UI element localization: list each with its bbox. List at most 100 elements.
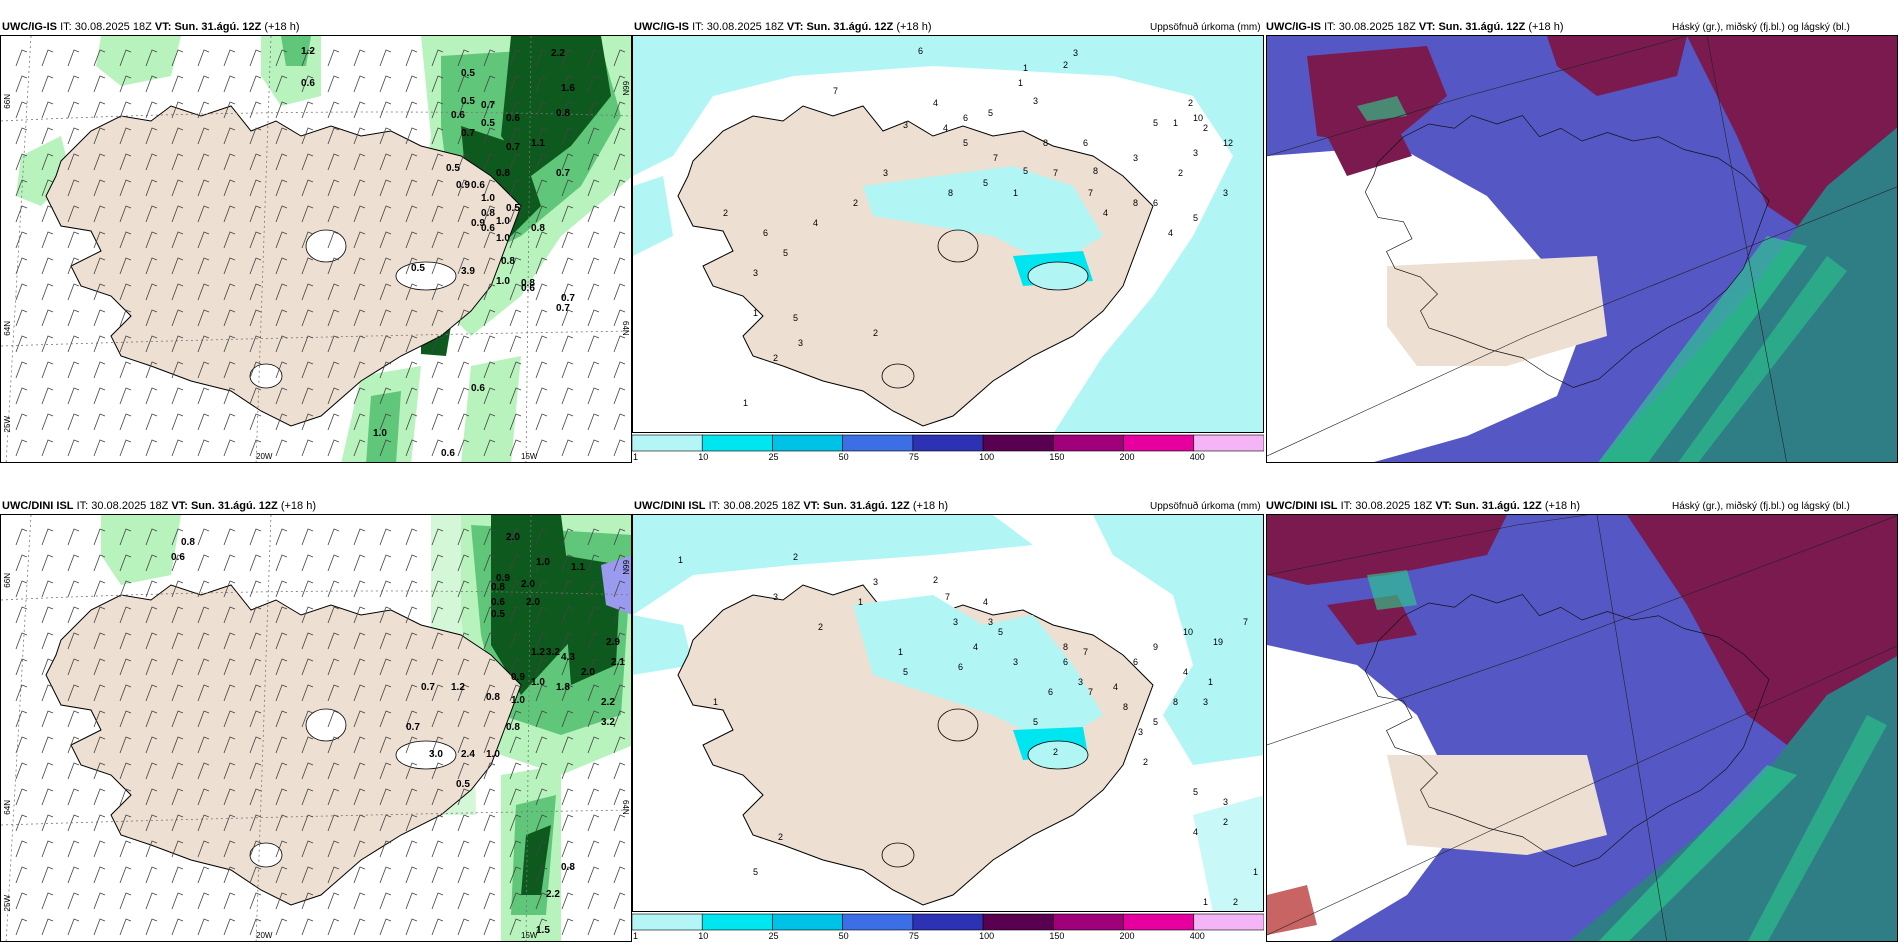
wind-barb: [223, 179, 236, 197]
wind-barb: [327, 554, 340, 572]
wind-barb: [223, 361, 236, 379]
wind-barb: [119, 606, 132, 624]
wind-barb: [587, 554, 600, 572]
row-2: UWC/DINI ISL IT: 30.08.2025 18Z VT: Sun.…: [0, 470, 1900, 950]
wind-barb: [535, 179, 548, 197]
wind-barb: [223, 684, 236, 702]
wind-barb: [301, 101, 314, 119]
accum-value: 3: [773, 592, 778, 602]
wind-barb: [431, 101, 444, 119]
wind-barb: [587, 439, 600, 457]
wind-barb: [483, 413, 496, 431]
wind-barb: [275, 153, 288, 171]
precip-value: 1.6: [561, 83, 575, 94]
wind-barb: [353, 231, 366, 249]
accum-precip-map-2[interactable]: 2 1 3 1 2 7 4 3 5 3 3 2 1 4 3 6 5 8 7 3 4 6 7 8 5 3 2 9 6 19 10 4 1 5 3 2 6 8…: [632, 514, 1264, 912]
wind-barb: [93, 127, 106, 145]
wind-barb: [457, 153, 470, 171]
wind-barb: [431, 153, 444, 171]
wind-barb: [301, 127, 314, 145]
wind-barb: [67, 684, 80, 702]
colorbar-swatch: [1053, 913, 1124, 931]
precip-value: 0.6: [481, 223, 495, 234]
wind-barb: [327, 413, 340, 431]
lat-64-right-label: 64N: [621, 321, 630, 336]
wind-barb: [535, 361, 548, 379]
precip-wind-map-1[interactable]: 1.2 0.6 2.2 0.5 0.5 0.7 0.6 1.6 0.6 0.5 1.1 0.7 0.7 0…: [0, 35, 632, 463]
colorbar-swatch: [982, 913, 1054, 931]
wind-barb: [431, 762, 444, 780]
wind-barb: [301, 439, 314, 457]
wind-barb: [587, 205, 600, 223]
wind-barb: [327, 361, 340, 379]
accum-precip-map-1[interactable]: 6 3 1 2 1 3 7 4 6 5 3 4 5 7 8 6 5 7 8 3 2 1 2 5 3 2 8 6 5 4 10 12 3 7 4 1 5 8…: [632, 35, 1264, 433]
wind-barb: [327, 75, 340, 93]
cloud-cover-map-2[interactable]: [1266, 514, 1898, 942]
wind-barb: [431, 75, 444, 93]
accum-value: 7: [993, 153, 998, 163]
colorbar-tick-label: 200: [1119, 452, 1135, 462]
precip-wind-map-2[interactable]: 0.8 0.6 2.0 1.0 1.1 0.9 0.8 2.0 0.6 2.0 0.5 1.2 2.9 3…: [0, 514, 632, 942]
accum-value: 2: [793, 552, 798, 562]
accum-value: 4: [1103, 208, 1108, 218]
wind-barb: [119, 179, 132, 197]
accum-value: 4: [943, 123, 948, 133]
wind-barb: [41, 387, 54, 405]
wind-barb: [171, 49, 184, 67]
wind-barb: [301, 528, 314, 546]
wind-barb: [327, 632, 340, 650]
wind-barb: [67, 49, 80, 67]
wind-barb: [301, 840, 314, 858]
wind-barb: [301, 658, 314, 676]
wind-barb: [509, 866, 522, 884]
accum-value: 1: [898, 647, 903, 657]
wind-barb: [171, 814, 184, 832]
wind-barb: [197, 439, 210, 457]
precip-value: 0.7: [406, 722, 420, 733]
lon-15-label: 15W: [521, 931, 538, 940]
wind-barb: [431, 918, 444, 936]
precip-value: 1.0: [496, 276, 510, 287]
wind-barb: [171, 309, 184, 327]
accum-value: 8: [1173, 697, 1178, 707]
wind-barb: [145, 335, 158, 353]
accum-value: 2: [773, 353, 778, 363]
precip-value: 1.2: [531, 647, 545, 658]
wind-barb: [483, 606, 496, 624]
wind-barb: [197, 684, 210, 702]
wind-barb: [223, 309, 236, 327]
wind-barb: [405, 101, 418, 119]
graticule: [1, 515, 631, 941]
wind-barb: [145, 439, 158, 457]
wind-barb: [275, 554, 288, 572]
wind-barb: [119, 257, 132, 275]
wind-barb: [509, 335, 522, 353]
wind-barb: [431, 127, 444, 145]
wind-barb: [535, 762, 548, 780]
wind-barb: [93, 632, 106, 650]
precip-value: 0.7: [421, 682, 435, 693]
cloud-cover-map-1[interactable]: [1266, 35, 1898, 463]
wind-barb: [613, 684, 626, 702]
wind-barb: [613, 606, 626, 624]
wind-barb: [561, 101, 574, 119]
wind-barb: [509, 283, 522, 301]
wind-barb: [93, 439, 106, 457]
wind-barb: [171, 606, 184, 624]
accum-value: 1: [1018, 78, 1023, 88]
wind-barb: [249, 127, 262, 145]
precip-value: 1.0: [496, 233, 510, 244]
wind-barb: [613, 335, 626, 353]
wind-barb: [613, 658, 626, 676]
wind-barb: [483, 309, 496, 327]
colorbar-swatch: [982, 434, 1054, 452]
wind-barb: [587, 127, 600, 145]
accum-value: 5: [753, 867, 758, 877]
wind-barb: [301, 606, 314, 624]
wind-barb: [379, 658, 392, 676]
accum-value: 7: [1053, 168, 1058, 178]
precip-value: 0.5: [461, 68, 475, 79]
wind-barb: [483, 179, 496, 197]
wind-barb: [535, 788, 548, 806]
wind-barb: [223, 606, 236, 624]
